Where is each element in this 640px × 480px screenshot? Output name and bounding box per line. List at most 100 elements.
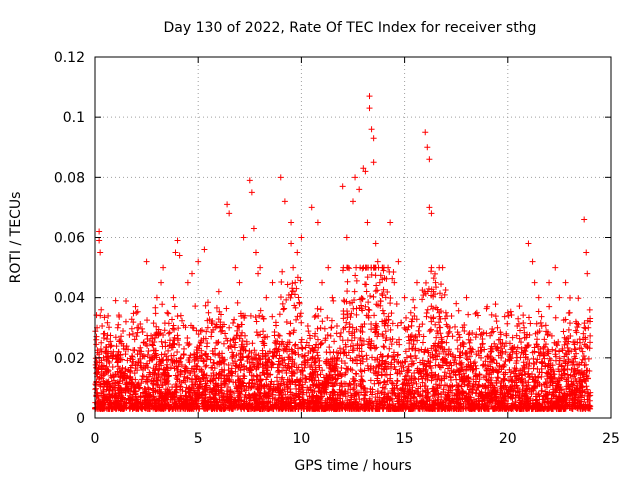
data-point xyxy=(180,322,187,329)
data-point xyxy=(546,303,553,310)
data-point xyxy=(108,342,115,349)
data-point xyxy=(317,340,324,347)
data-point xyxy=(523,390,530,397)
data-point xyxy=(405,367,412,374)
grid xyxy=(95,57,611,418)
data-point xyxy=(368,326,375,333)
data-point xyxy=(425,285,432,292)
data-point xyxy=(487,332,494,339)
data-point xyxy=(130,405,137,412)
data-point xyxy=(271,339,278,346)
data-point xyxy=(402,395,409,402)
data-point xyxy=(251,347,258,354)
data-point xyxy=(389,336,396,343)
data-point xyxy=(559,347,566,354)
data-point xyxy=(208,388,215,395)
data-point xyxy=(422,346,429,353)
data-point xyxy=(207,378,214,385)
data-point xyxy=(242,392,249,399)
data-point xyxy=(269,360,276,367)
data-point xyxy=(525,379,532,386)
data-point xyxy=(550,389,557,396)
data-point xyxy=(154,405,161,412)
data-point xyxy=(263,376,270,383)
data-point xyxy=(310,393,317,400)
data-point xyxy=(307,386,314,393)
data-point xyxy=(497,389,504,396)
data-point xyxy=(257,307,264,314)
data-point xyxy=(374,287,381,294)
data-point xyxy=(581,396,588,403)
data-point xyxy=(161,351,168,358)
data-point xyxy=(152,304,159,311)
data-point xyxy=(192,303,199,310)
data-point xyxy=(204,353,211,360)
data-point xyxy=(438,334,445,341)
data-point xyxy=(156,365,163,372)
data-point xyxy=(372,288,379,295)
data-point xyxy=(480,383,487,390)
data-point xyxy=(319,318,326,325)
data-point xyxy=(430,275,437,282)
data-point xyxy=(289,288,296,295)
data-point xyxy=(203,328,210,335)
data-point xyxy=(170,341,177,348)
data-point xyxy=(223,335,230,342)
data-point xyxy=(473,365,480,372)
data-point xyxy=(501,361,508,368)
data-point xyxy=(565,326,572,333)
data-point xyxy=(417,392,424,399)
data-point xyxy=(498,398,505,405)
data-point xyxy=(353,371,360,378)
data-point xyxy=(487,382,494,389)
data-point xyxy=(323,401,330,408)
data-point xyxy=(215,339,222,346)
data-point xyxy=(495,375,502,382)
data-point xyxy=(587,315,594,322)
data-point xyxy=(475,352,482,359)
data-point xyxy=(530,355,537,362)
data-point xyxy=(476,390,483,397)
data-point xyxy=(575,321,582,328)
data-point xyxy=(204,402,211,409)
data-point xyxy=(152,310,159,317)
data-point xyxy=(546,355,553,362)
data-points xyxy=(92,93,594,412)
data-point xyxy=(163,396,170,403)
data-point xyxy=(466,364,473,371)
data-point xyxy=(337,333,344,340)
data-point xyxy=(432,362,439,369)
data-point xyxy=(290,369,297,376)
data-point xyxy=(214,339,221,346)
data-point xyxy=(213,304,220,311)
data-point xyxy=(371,380,378,387)
data-point xyxy=(236,335,243,342)
data-point xyxy=(350,375,357,382)
data-point xyxy=(531,373,538,380)
data-point xyxy=(544,375,551,382)
data-point xyxy=(369,389,376,396)
data-point xyxy=(432,347,439,354)
data-point xyxy=(333,323,340,330)
data-point xyxy=(461,328,468,335)
data-point xyxy=(439,362,446,369)
data-point xyxy=(434,384,441,391)
data-point xyxy=(463,355,470,362)
data-point xyxy=(341,349,348,356)
data-point xyxy=(518,339,525,346)
data-point xyxy=(322,335,329,342)
data-point xyxy=(567,332,574,339)
data-point xyxy=(270,353,277,360)
data-point xyxy=(300,389,307,396)
data-point xyxy=(216,361,223,368)
data-point xyxy=(435,319,442,326)
data-point xyxy=(119,364,126,371)
data-point xyxy=(98,375,105,382)
data-point xyxy=(328,324,335,331)
data-point xyxy=(542,341,549,348)
data-point xyxy=(260,369,267,376)
data-point xyxy=(564,371,571,378)
data-point xyxy=(365,402,372,409)
data-point xyxy=(419,321,426,328)
